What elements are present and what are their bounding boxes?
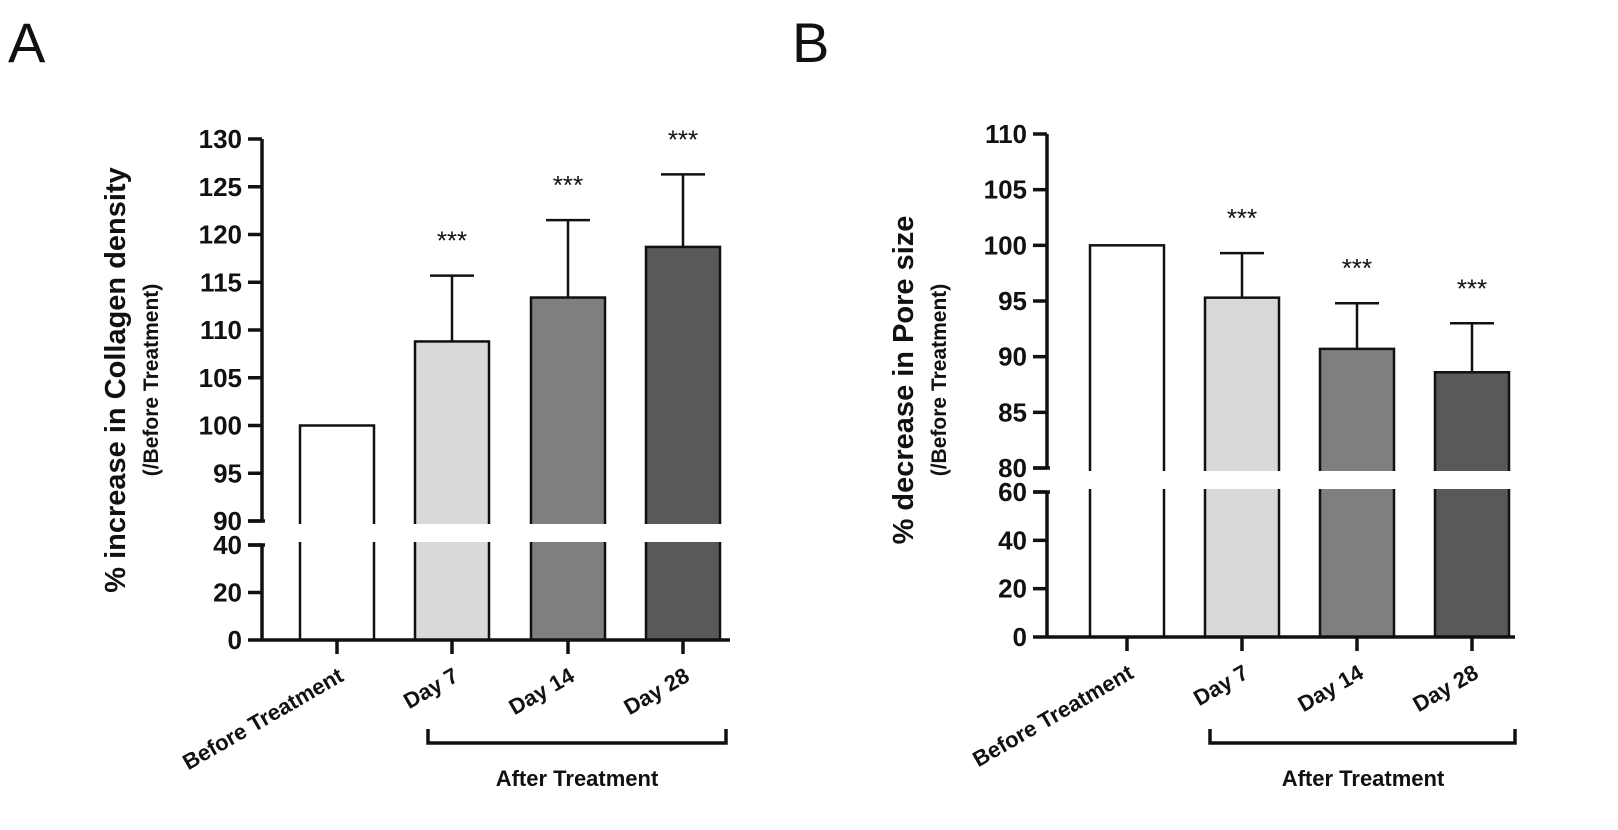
- y-tick-label: 125: [199, 172, 242, 202]
- bar-2: [413, 340, 491, 642]
- significance-mark-3: ***: [553, 170, 583, 200]
- y-tick-label: 85: [998, 397, 1027, 427]
- bar-2: [1203, 296, 1281, 639]
- significance-mark-4: ***: [668, 124, 698, 154]
- significance-mark-4: ***: [1457, 273, 1487, 303]
- y-tick-label: 95: [998, 286, 1027, 316]
- y-tick-label: 0: [228, 625, 242, 655]
- y-tick-label: 120: [199, 220, 242, 250]
- y-tick-label: 105: [199, 363, 242, 393]
- axis-break-gap: [248, 524, 730, 542]
- axis-break-gap: [1033, 471, 1515, 489]
- y-tick-label: 95: [213, 458, 242, 488]
- y-tick-label: 90: [213, 506, 242, 536]
- y-tick-label: 20: [998, 574, 1027, 604]
- y-tick-label: 115: [200, 267, 242, 297]
- y-tick-label: 110: [985, 119, 1027, 149]
- x-tick-label: Day 7: [399, 663, 462, 714]
- y-tick-label: 60: [998, 477, 1027, 507]
- x-tick-label: Day 14: [1294, 659, 1369, 717]
- y-tick-label: 90: [998, 342, 1027, 372]
- x-tick-label: Day 28: [620, 663, 694, 720]
- y-tick-label: 130: [199, 124, 242, 154]
- y-tick-label: 0: [1013, 622, 1027, 652]
- y-tick-label: 80: [998, 453, 1027, 483]
- significance-mark-2: ***: [437, 226, 467, 256]
- y-axis-subtitle: (/Before Treatment): [928, 284, 951, 477]
- y-tick-label: 110: [200, 315, 242, 345]
- bar-3: [529, 296, 607, 642]
- y-axis-title: % increase in Collagen density: [100, 167, 132, 592]
- group-bracket-label: After Treatment: [496, 766, 659, 791]
- x-tick-label: Before Treatment: [178, 662, 348, 774]
- group-bracket-label: After Treatment: [1282, 766, 1445, 791]
- x-tick-label: Day 28: [1409, 660, 1483, 717]
- bar-3: [1318, 347, 1396, 639]
- y-axis-subtitle: (/Before Treatment): [140, 284, 163, 477]
- bar-4: [644, 245, 722, 642]
- x-tick-label: Day 7: [1189, 660, 1252, 711]
- significance-mark-3: ***: [1342, 253, 1372, 283]
- significance-mark-2: ***: [1227, 203, 1257, 233]
- x-tick-label: Day 14: [505, 662, 580, 720]
- y-tick-label: 40: [213, 530, 242, 560]
- x-tick-label: Before Treatment: [968, 659, 1138, 771]
- panel-letter: B: [792, 11, 829, 74]
- y-tick-label: 20: [213, 578, 242, 608]
- y-tick-label: 100: [984, 230, 1027, 260]
- y-tick-label: 40: [998, 525, 1027, 555]
- bar-4: [1433, 371, 1511, 639]
- panel-b: B % decrease in Pore size (/Before Treatme…: [792, 11, 1517, 791]
- y-tick-label: 100: [199, 411, 242, 441]
- bar-1: [1088, 244, 1166, 639]
- y-tick-label: 105: [984, 175, 1027, 205]
- y-axis-title: % decrease in Pore size: [888, 216, 920, 545]
- panel-letter: A: [8, 11, 46, 74]
- panel-a: A % increase in Collagen density (/Before …: [8, 11, 730, 791]
- group-bracket: [1208, 729, 1517, 745]
- group-bracket: [426, 729, 728, 745]
